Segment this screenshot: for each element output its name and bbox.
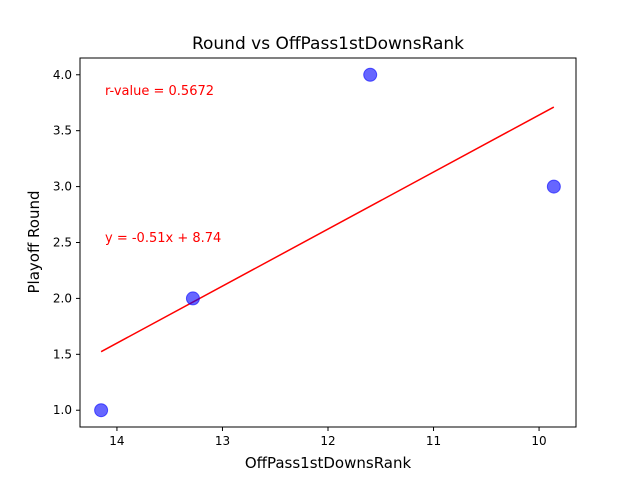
x-tick-label: 13 [215, 434, 230, 448]
y-tick-label: 1.5 [53, 347, 72, 361]
chart-title: Round vs OffPass1stDownsRank [192, 34, 464, 54]
y-tick-label: 3.5 [53, 124, 72, 138]
regression-line-group [100, 106, 555, 353]
data-points [94, 67, 561, 418]
plot-area [79, 57, 577, 428]
x-tick-label: 10 [531, 434, 546, 448]
data-point [185, 291, 200, 306]
y-tick-label: 3.0 [53, 180, 72, 194]
equation-annotation: y = -0.51x + 8.74 [105, 231, 221, 246]
x-axis-label: OffPass1stDownsRank [245, 454, 412, 472]
x-tick-label: 14 [109, 434, 124, 448]
x-tick-label: 11 [426, 434, 441, 448]
y-axis-label: Playoff Round [25, 190, 43, 293]
r-value-annotation: r-value = 0.5672 [105, 84, 214, 99]
data-point [94, 403, 109, 418]
regression-line [100, 106, 555, 353]
y-tick-label: 2.5 [53, 236, 72, 250]
y-tick-label: 1.0 [53, 403, 72, 417]
y-tick-label: 4.0 [53, 68, 72, 82]
y-axis-ticks: 1.0 1.5 2.0 2.5 3.0 3.5 4.0 [53, 68, 80, 417]
data-point [546, 179, 561, 194]
x-tick-label: 12 [320, 434, 335, 448]
x-axis-ticks: 14 13 12 11 10 [109, 427, 547, 448]
y-tick-label: 2.0 [53, 291, 72, 305]
data-point [363, 67, 378, 82]
